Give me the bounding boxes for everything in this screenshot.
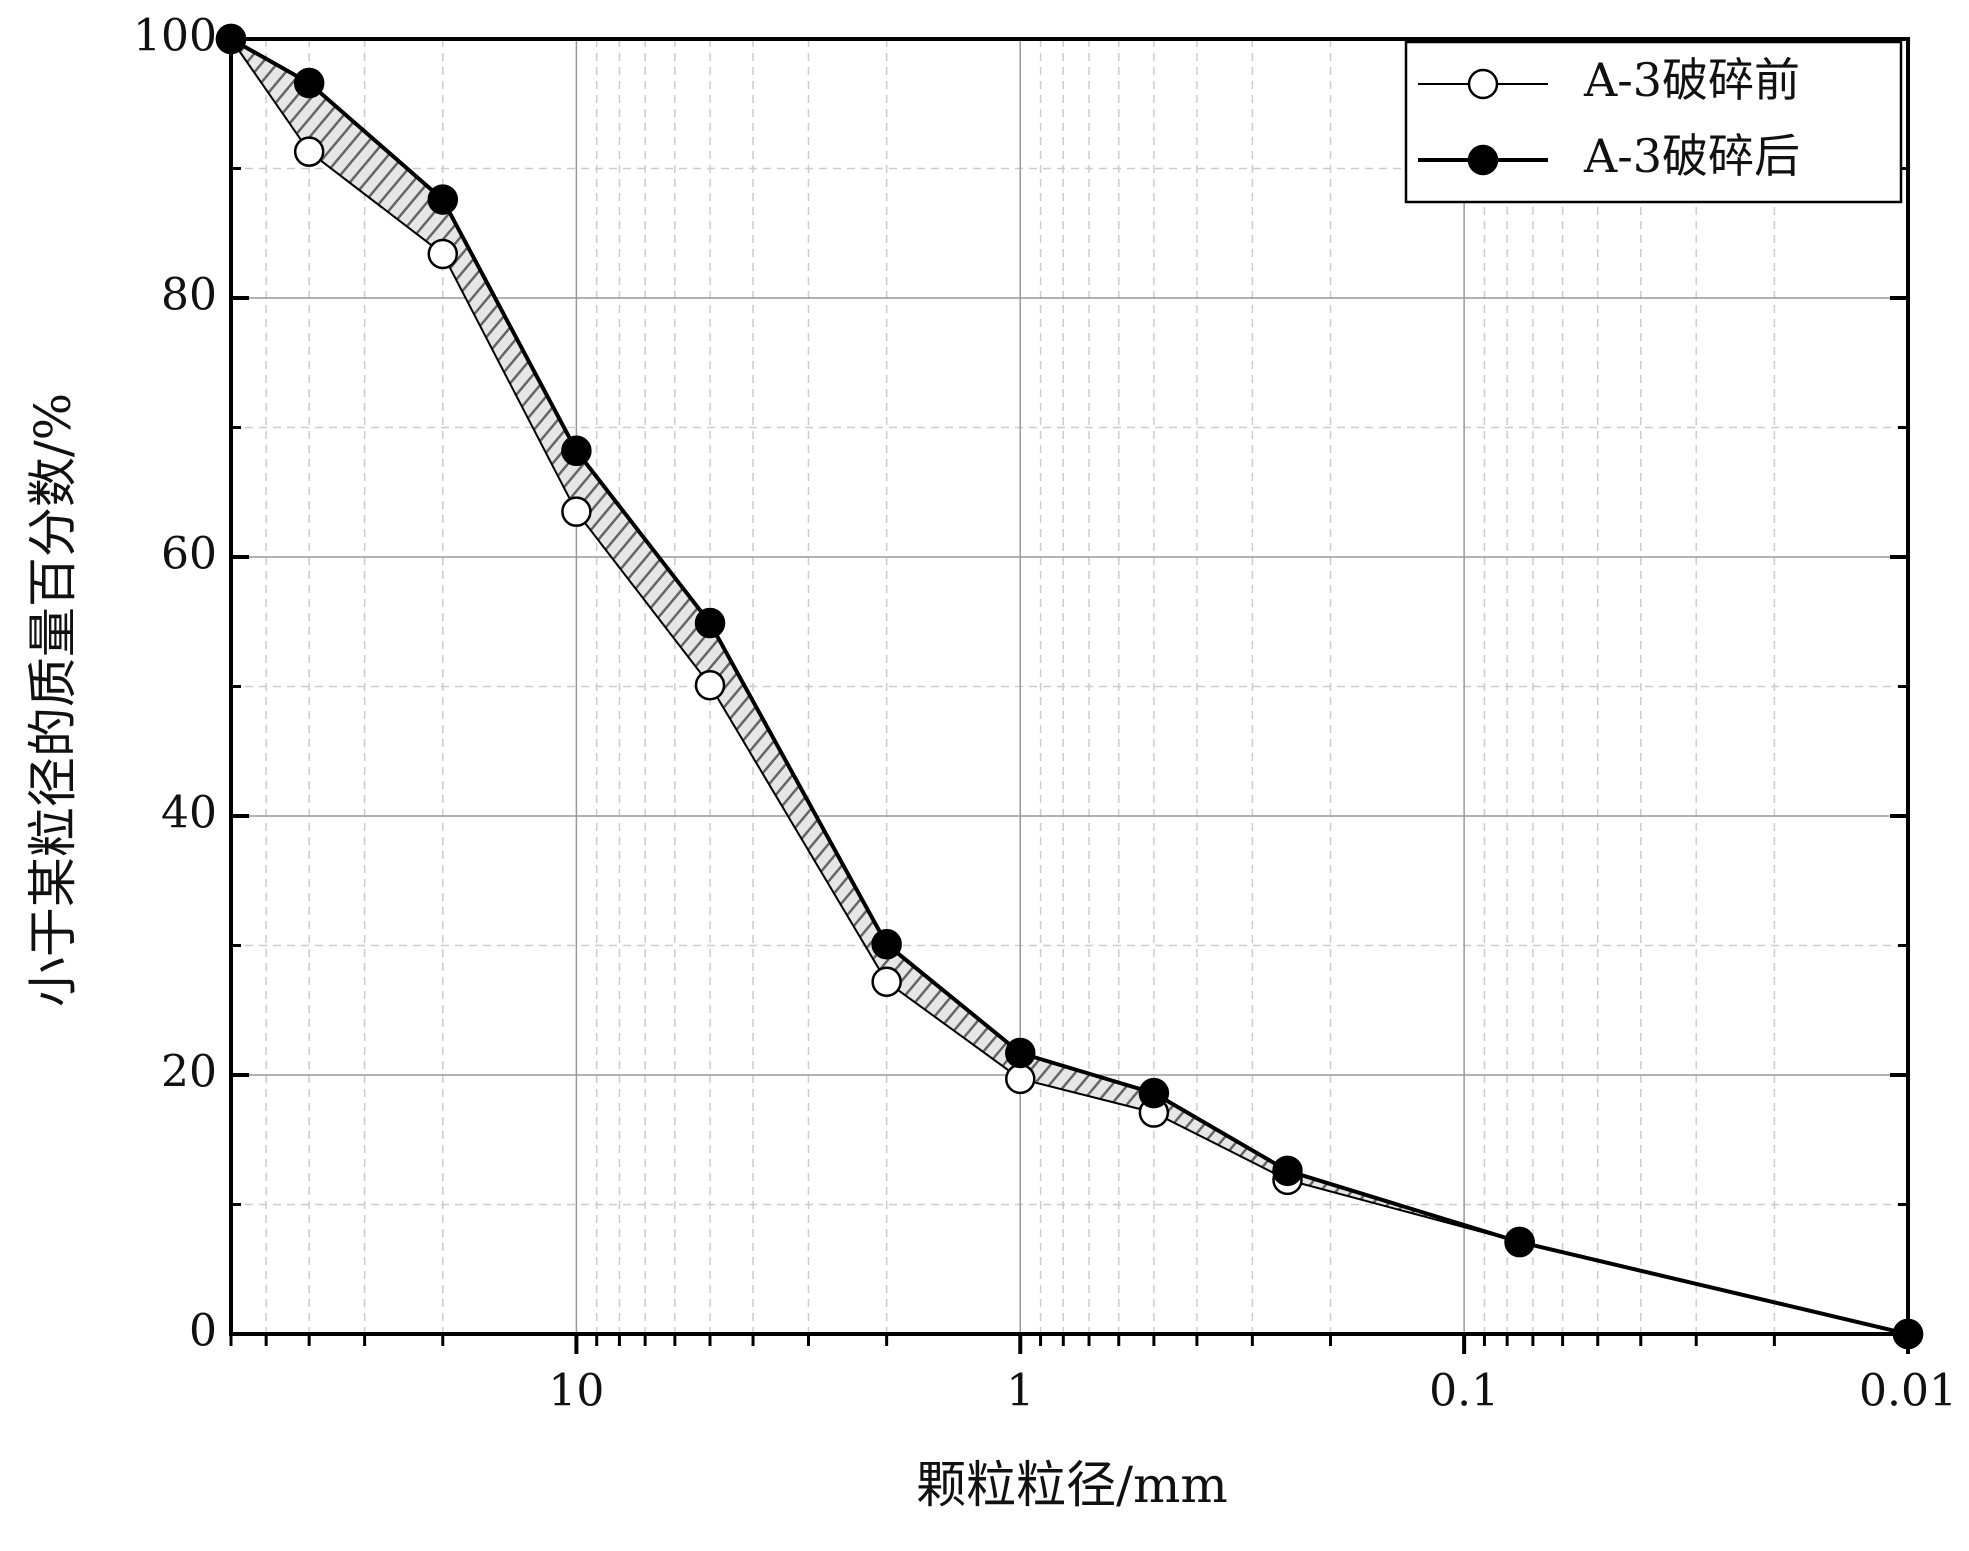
marker	[561, 496, 592, 527]
marker	[1272, 1155, 1303, 1187]
marker	[871, 928, 902, 960]
marker	[1504, 1226, 1535, 1258]
legend-box	[1404, 40, 1903, 204]
marker	[293, 67, 325, 99]
x-tick-label: 1	[1006, 1366, 1034, 1417]
y-tick-label: 40	[161, 788, 217, 839]
y-tick-label: 0	[189, 1306, 217, 1357]
y-tick-label: 60	[161, 529, 217, 580]
legend-marker	[1467, 68, 1499, 100]
marker	[694, 607, 726, 639]
y-tick-label: 100	[133, 11, 217, 62]
legend-label: A-3破碎后	[1583, 129, 1800, 183]
x-tick-label: 0.01	[1859, 1366, 1957, 1417]
marker	[561, 435, 592, 467]
marker	[1138, 1077, 1170, 1109]
x-tick-label: 10	[548, 1366, 604, 1417]
y-axis-title: 小于某粒径的质量百分数/%	[24, 393, 82, 1007]
marker	[1005, 1063, 1036, 1095]
marker	[871, 966, 902, 998]
legend-marker	[1467, 144, 1499, 176]
series-line	[230, 37, 1909, 1336]
series-line	[230, 38, 1909, 1335]
y-tick-label: 80	[161, 270, 217, 321]
x-axis-title: 颗粒粒径/mm	[916, 1456, 1228, 1514]
marker	[1005, 1037, 1036, 1069]
legend-label: A-3破碎前	[1583, 53, 1800, 107]
marker	[694, 669, 726, 701]
hatch-area	[231, 39, 1908, 1334]
marker	[427, 184, 459, 215]
x-tick-label: 0.1	[1429, 1366, 1499, 1417]
y-tick-label: 20	[161, 1047, 217, 1098]
plot-frame	[229, 37, 1910, 1336]
marker	[293, 136, 325, 167]
marker	[427, 238, 459, 270]
